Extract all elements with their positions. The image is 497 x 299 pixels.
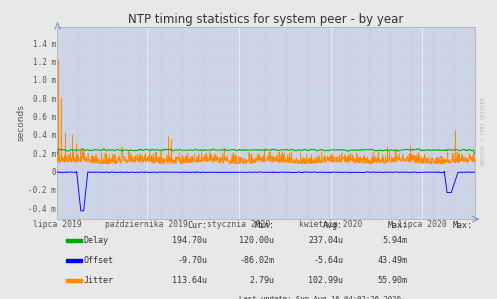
- Text: 55.90m: 55.90m: [378, 276, 408, 285]
- Text: 43.49m: 43.49m: [378, 256, 408, 265]
- Text: 237.04u: 237.04u: [308, 236, 343, 245]
- Text: Cur:: Cur:: [187, 221, 207, 230]
- Text: 194.70u: 194.70u: [172, 236, 207, 245]
- Text: Avg:: Avg:: [323, 221, 343, 230]
- Text: Delay: Delay: [84, 236, 109, 245]
- Text: 113.64u: 113.64u: [172, 276, 207, 285]
- Text: Min:: Min:: [254, 221, 274, 230]
- Text: 5.94m: 5.94m: [383, 236, 408, 245]
- Text: Max:: Max:: [453, 221, 473, 230]
- Text: 102.99u: 102.99u: [308, 276, 343, 285]
- Text: -86.02m: -86.02m: [239, 256, 274, 265]
- Y-axis label: seconds: seconds: [16, 105, 25, 141]
- Text: -5.64u: -5.64u: [313, 256, 343, 265]
- Bar: [66, 259, 82, 263]
- Title: NTP timing statistics for system peer - by year: NTP timing statistics for system peer - …: [128, 13, 404, 26]
- Bar: [66, 279, 82, 283]
- Text: 120.00u: 120.00u: [239, 236, 274, 245]
- Text: -9.70u: -9.70u: [177, 256, 207, 265]
- Text: Jitter: Jitter: [84, 276, 114, 285]
- Text: Max:: Max:: [388, 221, 408, 230]
- Bar: [66, 239, 82, 242]
- Text: 2.79u: 2.79u: [249, 276, 274, 285]
- Text: Offset: Offset: [84, 256, 114, 265]
- Text: Last update: Sun Aug 16 04:02:26 2020: Last update: Sun Aug 16 04:02:26 2020: [239, 296, 401, 299]
- Text: RRDTOOL / TOBI OETIKER: RRDTOOL / TOBI OETIKER: [481, 97, 486, 166]
